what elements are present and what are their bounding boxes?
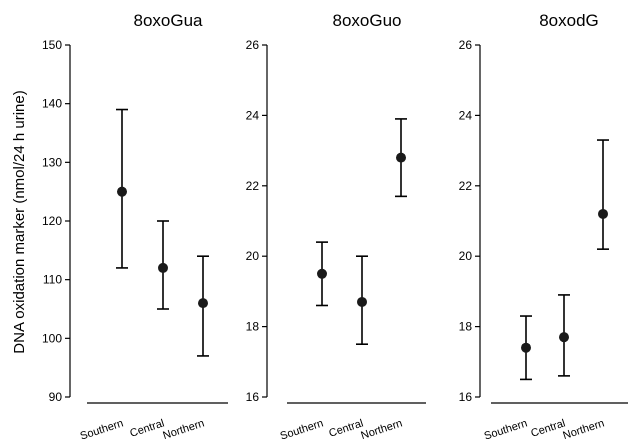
x-tick-label-8oxogua-southern: Southern bbox=[79, 417, 125, 442]
y-tick-label-8oxogua-100: 100 bbox=[42, 331, 62, 345]
x-tick-label-8oxoguo-northern: Northern bbox=[360, 417, 404, 442]
y-axis-label: DNA oxidation marker (nmol/24 h urine) bbox=[11, 90, 28, 353]
y-tick-label-8oxodg-22: 22 bbox=[459, 179, 473, 193]
y-tick-label-8oxodg-20: 20 bbox=[459, 249, 473, 263]
x-tick-label-8oxoguo-southern: Southern bbox=[279, 417, 325, 442]
data-point-8oxogua-central bbox=[158, 262, 168, 273]
panel-8oxogua: 8oxoGua 90 100 110 120 130 140 150 Southern Centr… bbox=[42, 11, 228, 443]
data-point-8oxodg-northern bbox=[598, 208, 608, 219]
data-point-8oxodg-southern bbox=[521, 342, 531, 353]
y-tick-label-8oxogua-90: 90 bbox=[49, 390, 63, 404]
x-tick-label-8oxogua-northern: Northern bbox=[162, 417, 206, 442]
y-tick-label-8oxogua-140: 140 bbox=[42, 97, 62, 111]
x-tick-label-8oxogua-central: Central bbox=[128, 417, 165, 439]
y-tick-label-8oxoguo-24: 24 bbox=[246, 108, 260, 122]
y-tick-label-8oxogua-110: 110 bbox=[43, 273, 62, 287]
data-point-8oxoguo-northern bbox=[396, 152, 406, 163]
panel-title-8oxodg: 8oxodG bbox=[539, 11, 599, 30]
y-tick-label-8oxoguo-18: 18 bbox=[246, 320, 260, 334]
data-point-8oxogua-northern bbox=[198, 298, 208, 309]
panel-8oxoguo: 8oxoGuo 16 18 20 22 24 26 Southern CentralNorthe… bbox=[246, 11, 426, 443]
data-point-8oxodg-central bbox=[559, 332, 569, 343]
y-tick-label-8oxoguo-22: 22 bbox=[246, 179, 260, 193]
x-tick-label-8oxodg-southern: Southern bbox=[483, 417, 529, 442]
y-tick-label-8oxogua-150: 150 bbox=[42, 38, 62, 52]
y-tick-label-8oxodg-24: 24 bbox=[459, 108, 473, 122]
x-tick-label-8oxodg-central: Central bbox=[529, 417, 566, 439]
x-tick-label-8oxoguo-central: Central bbox=[327, 417, 364, 439]
y-tick-label-8oxogua-120: 120 bbox=[42, 214, 62, 228]
y-tick-label-8oxoguo-16: 16 bbox=[246, 390, 260, 404]
x-tick-label-8oxodg-northern: Northern bbox=[562, 417, 606, 442]
y-tick-label-8oxoguo-26: 26 bbox=[246, 38, 260, 52]
y-tick-label-8oxogua-130: 130 bbox=[42, 155, 62, 169]
y-tick-label-8oxodg-18: 18 bbox=[459, 320, 473, 334]
data-point-8oxoguo-southern bbox=[317, 268, 327, 279]
y-tick-label-8oxoguo-20: 20 bbox=[246, 249, 260, 263]
y-tick-label-8oxodg-26: 26 bbox=[459, 38, 473, 52]
panel-title-8oxoguo: 8oxoGuo bbox=[333, 11, 402, 30]
y-tick-label-8oxodg-16: 16 bbox=[459, 390, 473, 404]
data-point-8oxoguo-central bbox=[357, 296, 367, 307]
panel-8oxodg: 8oxodG 16 18 20 22 24 26 Southern CentralNorther… bbox=[459, 11, 628, 443]
panel-title-8oxogua: 8oxoGua bbox=[134, 11, 204, 30]
data-point-8oxogua-southern bbox=[117, 186, 127, 197]
